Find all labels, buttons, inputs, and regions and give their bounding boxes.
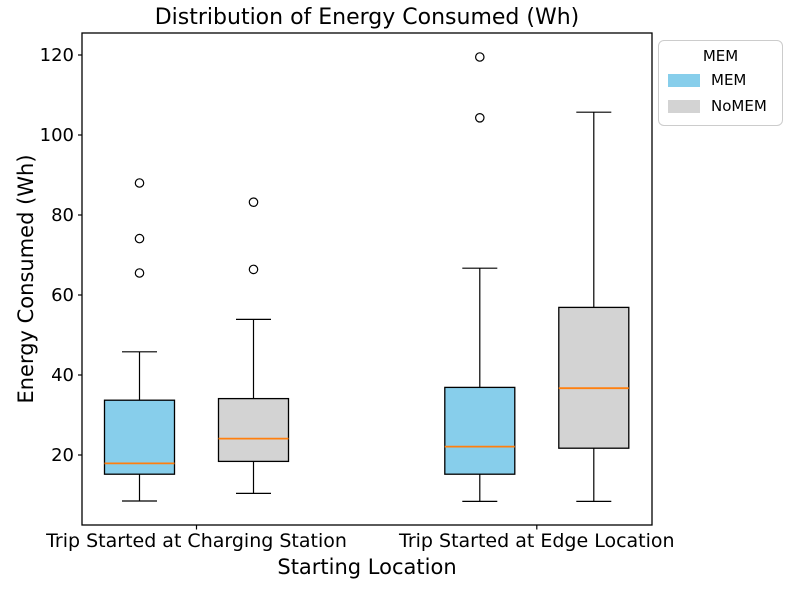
x-tick-label: Trip Started at Charging Station [45, 530, 347, 552]
outlier-mem-group2 [474, 52, 485, 62]
chart-title: Distribution of Energy Consumed (Wh) [154, 5, 580, 30]
y-axis-label: Energy Consumed (Wh) [14, 154, 38, 404]
outlier-mem-group1 [134, 268, 145, 278]
box-mem-group2 [444, 386, 516, 475]
outlier-nomem-group1 [248, 197, 259, 207]
legend: MEM MEM NoMEM [658, 40, 783, 126]
outlier-nomem-group1 [248, 264, 259, 275]
y-tick-label: 60 [51, 285, 74, 306]
box-nomem-group1 [217, 397, 290, 463]
y-tick-label: 120 [40, 45, 74, 66]
y-tick-label: 100 [40, 125, 74, 146]
axes-frame [81, 32, 653, 526]
outlier-mem-group1 [134, 233, 145, 244]
y-tick-label: 40 [51, 365, 74, 386]
legend-title: MEM [702, 47, 739, 65]
legend-swatch-nomem [668, 99, 700, 113]
x-axis-label: Starting Location [277, 555, 457, 579]
outlier-mem-group1 [134, 178, 145, 188]
legend-item-mem: MEM [668, 67, 773, 93]
y-tick-label: 20 [51, 445, 74, 466]
legend-label-mem: MEM [711, 71, 747, 89]
box-nomem-group2 [558, 306, 630, 449]
legend-label-nomem: NoMEM [711, 97, 767, 115]
legend-item-nomem: NoMEM [668, 93, 773, 119]
x-tick-label: Trip Started at Edge Location [398, 530, 675, 552]
legend-swatch-mem [668, 73, 700, 87]
y-tick-label: 80 [51, 205, 74, 226]
outlier-mem-group2 [474, 113, 485, 123]
box-mem-group1 [103, 399, 176, 475]
